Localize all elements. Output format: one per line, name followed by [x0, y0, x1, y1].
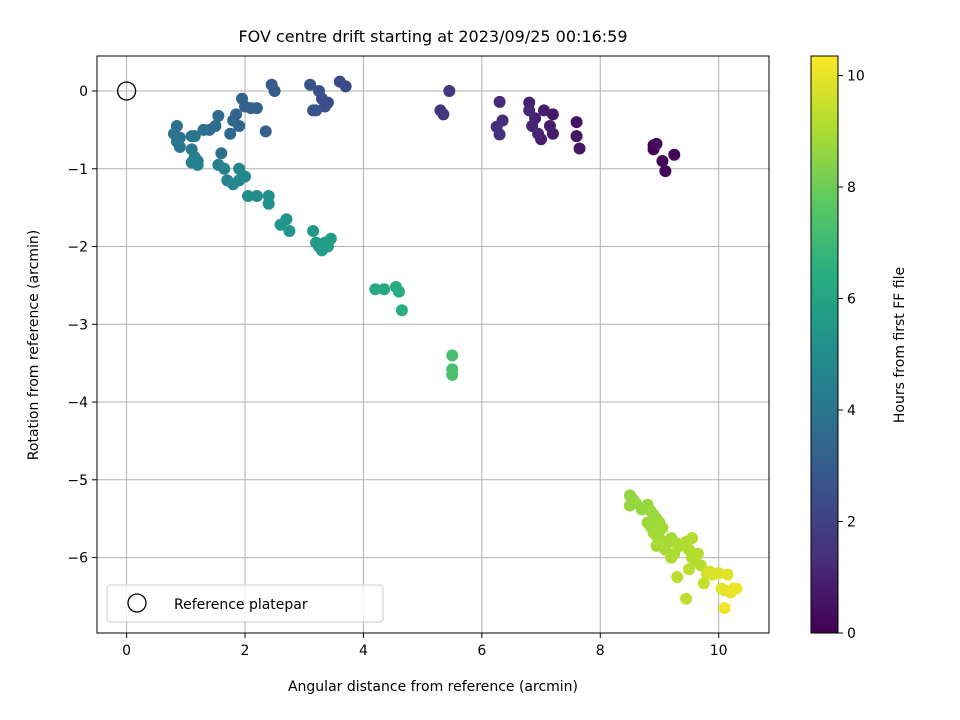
data-point — [212, 109, 225, 122]
data-point — [721, 568, 734, 581]
data-point — [378, 283, 391, 296]
data-point — [546, 127, 559, 140]
data-point — [233, 174, 246, 187]
data-point — [697, 577, 710, 590]
data-point — [683, 563, 696, 576]
data-point — [283, 224, 296, 237]
data-point — [307, 224, 320, 237]
colorbar-tick-label: 6 — [847, 292, 856, 308]
data-point — [656, 522, 669, 535]
data-point — [215, 147, 228, 160]
data-point — [538, 104, 551, 117]
y-axis-ticks: 0 −1 −2 −3 −4 −5 −6 — [67, 84, 97, 567]
legend-label: Reference platepar — [174, 597, 308, 613]
data-point — [443, 84, 456, 97]
data-point — [224, 127, 237, 140]
data-point — [262, 197, 275, 210]
data-point — [227, 114, 240, 127]
data-point — [446, 368, 459, 381]
data-point — [369, 283, 382, 296]
data-point — [532, 127, 545, 140]
data-point — [523, 104, 536, 117]
colorbar-tick-label: 10 — [847, 69, 865, 85]
data-point — [241, 189, 254, 202]
x-tick-label: 8 — [596, 643, 605, 659]
data-point — [313, 84, 326, 97]
data-point — [570, 116, 583, 129]
data-point — [730, 582, 743, 595]
data-point — [671, 571, 684, 584]
data-point — [173, 140, 186, 153]
x-tick-label: 4 — [359, 643, 368, 659]
y-tick-label: −6 — [67, 551, 88, 567]
y-tick-label: −4 — [67, 395, 88, 411]
colorbar-ticks: 0 2 4 6 8 10 — [838, 69, 865, 642]
legend: Reference platepar — [106, 584, 384, 623]
data-point — [395, 304, 408, 317]
data-point — [573, 142, 586, 155]
y-tick-label: −1 — [67, 162, 88, 178]
x-tick-label: 2 — [241, 643, 250, 659]
data-point — [191, 158, 204, 171]
legend-marker-icon — [127, 593, 147, 613]
scatter-points — [116, 75, 743, 615]
plot-frame — [96, 55, 770, 634]
data-point — [493, 95, 506, 108]
data-point — [304, 78, 317, 91]
data-point — [668, 148, 681, 161]
colorbar-tick-label: 0 — [847, 626, 856, 642]
data-point — [446, 349, 459, 362]
grid-lines — [97, 56, 769, 633]
data-point — [691, 547, 704, 560]
y-tick-label: −2 — [67, 240, 88, 256]
y-tick-label: 0 — [79, 84, 88, 100]
x-axis-ticks: 0 2 4 6 8 10 — [122, 633, 728, 659]
x-tick-label: 6 — [477, 643, 486, 659]
data-point — [280, 213, 293, 226]
data-point — [718, 602, 731, 615]
data-point — [680, 592, 693, 605]
colorbar-tick-label: 4 — [847, 403, 856, 419]
data-point — [437, 108, 450, 121]
y-tick-label: −5 — [67, 473, 88, 489]
data-point — [712, 567, 725, 580]
colorbar-tick-label: 2 — [847, 515, 856, 531]
x-tick-label: 0 — [122, 643, 131, 659]
data-point — [236, 92, 249, 105]
data-point — [324, 232, 337, 245]
data-point — [570, 130, 583, 143]
colorbar-label: Hours from first FF file — [892, 267, 908, 423]
data-point — [307, 104, 320, 117]
legend-box — [106, 584, 384, 623]
y-tick-label: −3 — [67, 317, 88, 333]
colorbar — [810, 55, 839, 634]
data-point — [218, 162, 231, 175]
data-point — [268, 84, 281, 97]
data-point — [686, 532, 699, 545]
data-point — [197, 123, 210, 136]
y-axis-label: Rotation from reference (arcmin) — [26, 230, 42, 460]
colorbar-tick-label: 8 — [847, 180, 856, 196]
x-axis-label: Angular distance from reference (arcmin) — [288, 679, 578, 695]
data-point — [250, 189, 263, 202]
data-point — [493, 128, 506, 141]
data-point — [650, 137, 663, 150]
data-point — [656, 154, 669, 167]
data-point — [659, 165, 672, 178]
x-tick-label: 10 — [710, 643, 728, 659]
data-point — [333, 75, 346, 88]
reference-platepar-marker — [116, 81, 137, 101]
data-point — [259, 125, 272, 138]
data-point — [392, 285, 405, 298]
chart-title: FOV centre drift starting at 2023/09/25 … — [238, 27, 627, 46]
data-point — [188, 130, 201, 143]
data-point — [623, 499, 636, 512]
